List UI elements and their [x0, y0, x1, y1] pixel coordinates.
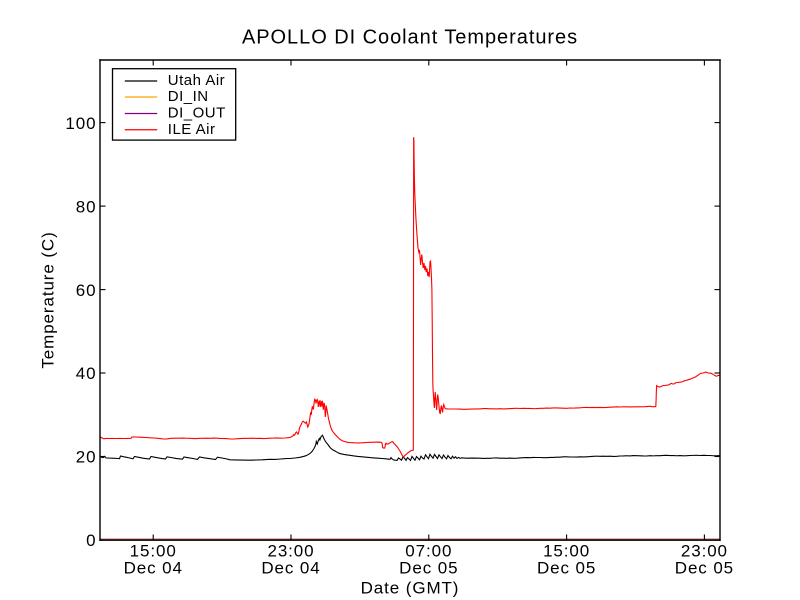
svg-text:Dec 04: Dec 04: [124, 558, 183, 577]
svg-text:0: 0: [86, 531, 96, 550]
svg-text:23:00: 23:00: [681, 541, 728, 560]
svg-text:60: 60: [76, 281, 97, 300]
svg-text:DI_IN: DI_IN: [168, 88, 209, 105]
svg-text:ILE Air: ILE Air: [168, 121, 216, 138]
svg-text:15:00: 15:00: [130, 541, 177, 560]
svg-text:15:00: 15:00: [543, 541, 590, 560]
svg-text:07:00: 07:00: [405, 541, 452, 560]
svg-text:Dec 04: Dec 04: [261, 558, 320, 577]
svg-text:100: 100: [65, 114, 96, 133]
svg-text:DI_OUT: DI_OUT: [168, 105, 226, 122]
svg-text:Utah Air: Utah Air: [168, 72, 225, 89]
svg-text:80: 80: [76, 197, 97, 216]
svg-text:40: 40: [76, 364, 97, 383]
svg-text:Date (GMT): Date (GMT): [361, 578, 460, 597]
svg-text:Dec 05: Dec 05: [537, 558, 596, 577]
svg-text:20: 20: [76, 448, 97, 467]
svg-text:Dec 05: Dec 05: [675, 558, 734, 577]
svg-text:Temperature (C): Temperature (C): [39, 231, 58, 368]
svg-text:Dec 05: Dec 05: [399, 558, 458, 577]
svg-text:23:00: 23:00: [267, 541, 314, 560]
svg-text:APOLLO DI Coolant Temperatures: APOLLO DI Coolant Temperatures: [242, 27, 578, 49]
